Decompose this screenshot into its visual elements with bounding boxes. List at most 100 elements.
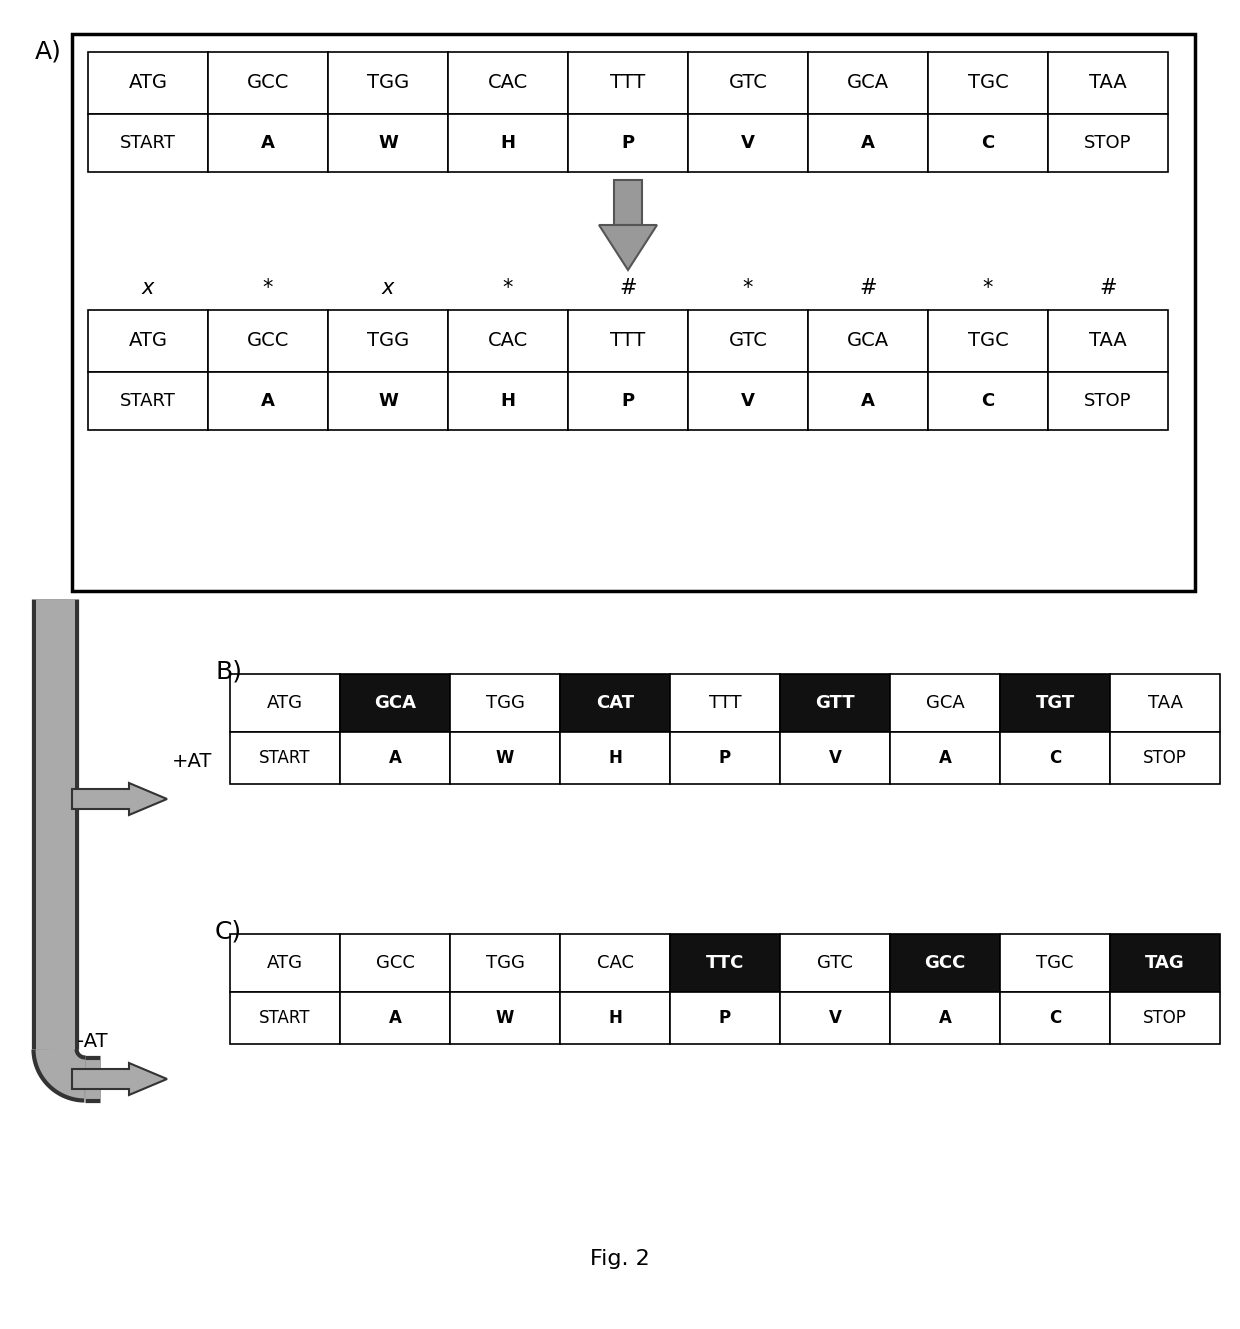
Text: C: C xyxy=(1049,750,1061,767)
Text: W: W xyxy=(378,134,398,152)
Bar xyxy=(999,732,1110,784)
Text: TAG: TAG xyxy=(1145,954,1185,971)
Bar xyxy=(229,991,340,1045)
Bar xyxy=(928,310,1048,372)
Bar xyxy=(928,52,1048,114)
Text: STOP: STOP xyxy=(1084,392,1132,411)
Text: TGC: TGC xyxy=(1037,954,1074,971)
Text: #: # xyxy=(1099,278,1117,298)
Bar xyxy=(450,674,560,732)
Text: C: C xyxy=(981,392,994,411)
Text: TGC: TGC xyxy=(967,73,1008,93)
Text: B): B) xyxy=(215,659,242,683)
Text: A: A xyxy=(861,392,875,411)
Bar xyxy=(88,52,208,114)
Text: TGC: TGC xyxy=(967,331,1008,351)
Bar xyxy=(560,991,670,1045)
Bar xyxy=(88,372,208,431)
Bar xyxy=(448,52,568,114)
Text: C): C) xyxy=(215,918,242,944)
Text: C: C xyxy=(981,134,994,152)
Polygon shape xyxy=(72,1063,167,1095)
Text: W: W xyxy=(496,1009,515,1027)
Text: *: * xyxy=(263,278,273,298)
Bar xyxy=(890,732,999,784)
Bar xyxy=(1048,114,1168,171)
Text: x: x xyxy=(141,278,154,298)
Bar xyxy=(448,310,568,372)
Bar xyxy=(450,934,560,991)
Text: GCA: GCA xyxy=(925,694,965,712)
Text: GTC: GTC xyxy=(729,331,768,351)
Text: -AT: -AT xyxy=(77,1033,108,1051)
Text: V: V xyxy=(742,392,755,411)
Text: TTC: TTC xyxy=(706,954,744,971)
Text: GCA: GCA xyxy=(374,694,415,712)
Text: CAC: CAC xyxy=(596,954,634,971)
Bar xyxy=(568,372,688,431)
Bar xyxy=(560,934,670,991)
Text: TGG: TGG xyxy=(367,331,409,351)
Text: STOP: STOP xyxy=(1143,750,1187,767)
Text: TGG: TGG xyxy=(486,694,525,712)
Text: P: P xyxy=(719,1009,732,1027)
Text: A: A xyxy=(262,392,275,411)
Bar xyxy=(780,732,890,784)
Text: GTC: GTC xyxy=(729,73,768,93)
Bar xyxy=(340,674,450,732)
Text: Fig. 2: Fig. 2 xyxy=(590,1249,650,1269)
Bar xyxy=(890,991,999,1045)
Polygon shape xyxy=(599,225,657,270)
Bar xyxy=(450,732,560,784)
Bar xyxy=(560,674,670,732)
Text: P: P xyxy=(621,392,635,411)
Polygon shape xyxy=(72,783,167,815)
Bar xyxy=(1048,310,1168,372)
Bar xyxy=(568,310,688,372)
Text: TGG: TGG xyxy=(486,954,525,971)
Bar xyxy=(329,114,448,171)
Text: A: A xyxy=(939,1009,951,1027)
Text: ATG: ATG xyxy=(129,331,167,351)
Bar xyxy=(890,674,999,732)
Bar xyxy=(928,114,1048,171)
Bar xyxy=(688,372,808,431)
Bar xyxy=(808,310,928,372)
Text: H: H xyxy=(608,1009,622,1027)
Bar xyxy=(229,732,340,784)
Bar xyxy=(1110,732,1220,784)
Text: ATG: ATG xyxy=(129,73,167,93)
Bar xyxy=(808,114,928,171)
Text: W: W xyxy=(378,392,398,411)
Text: V: V xyxy=(828,750,842,767)
Bar xyxy=(208,310,329,372)
Bar xyxy=(448,114,568,171)
Text: START: START xyxy=(120,392,176,411)
Text: TGG: TGG xyxy=(367,73,409,93)
Text: GCC: GCC xyxy=(924,954,966,971)
Text: A: A xyxy=(388,1009,402,1027)
Bar xyxy=(1110,674,1220,732)
Text: P: P xyxy=(621,134,635,152)
Bar xyxy=(808,52,928,114)
Bar xyxy=(329,52,448,114)
Text: TTT: TTT xyxy=(709,694,742,712)
Text: x: x xyxy=(382,278,394,298)
Bar xyxy=(670,991,780,1045)
Text: START: START xyxy=(259,1009,311,1027)
Text: *: * xyxy=(502,278,513,298)
Bar xyxy=(340,732,450,784)
Text: GTT: GTT xyxy=(815,694,854,712)
Text: ATG: ATG xyxy=(267,954,303,971)
Text: GCC: GCC xyxy=(376,954,414,971)
Bar xyxy=(450,991,560,1045)
Bar xyxy=(614,179,642,225)
Bar xyxy=(1110,934,1220,991)
Bar xyxy=(688,114,808,171)
Bar xyxy=(340,934,450,991)
Bar xyxy=(999,991,1110,1045)
Text: GCA: GCA xyxy=(847,331,889,351)
Bar xyxy=(688,310,808,372)
Text: CAC: CAC xyxy=(487,73,528,93)
Text: #: # xyxy=(859,278,877,298)
